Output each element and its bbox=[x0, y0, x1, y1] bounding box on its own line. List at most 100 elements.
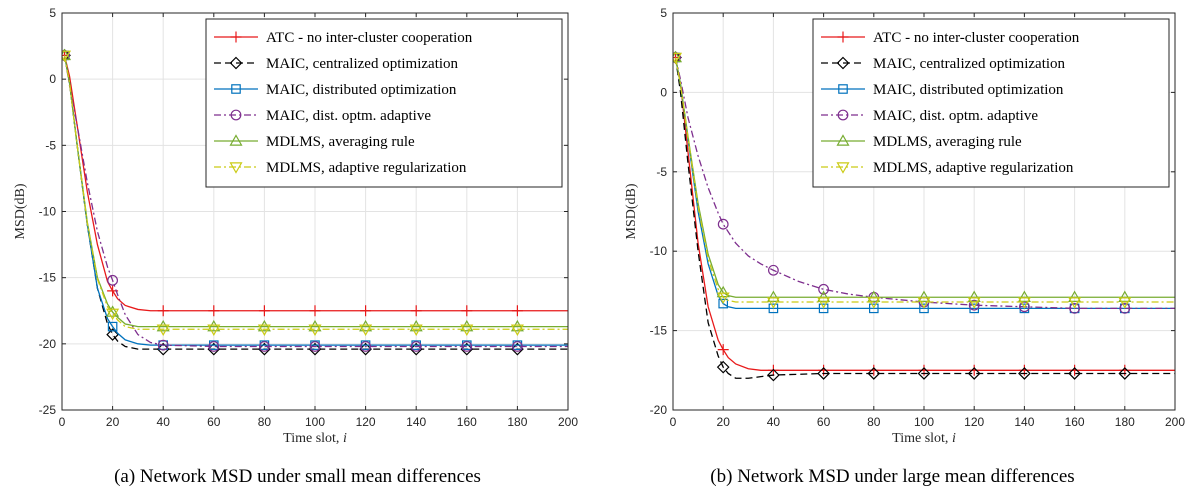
data-marker bbox=[257, 319, 271, 332]
chart-panel-b: 0 20 40 60 80 100 120 140 160 180 200 5 0 -5 -10 -15 -20… bbox=[595, 0, 1190, 504]
y-axis-label: MSD(dB) bbox=[13, 183, 28, 239]
data-marker bbox=[673, 50, 683, 63]
legend-label: MDLMS, adaptive regularization bbox=[873, 160, 1074, 176]
data-marker bbox=[817, 367, 830, 380]
data-marker bbox=[1118, 297, 1132, 309]
data-marker bbox=[817, 297, 831, 309]
x-tick-label: 20 bbox=[106, 415, 120, 429]
data-marker bbox=[917, 367, 931, 380]
series-6 bbox=[673, 52, 1175, 309]
x-tick-label: 40 bbox=[157, 415, 171, 429]
x-tick-label: 100 bbox=[914, 415, 934, 429]
data-marker bbox=[460, 319, 474, 332]
legend-label: ATC - no inter-cluster cooperation bbox=[266, 30, 473, 46]
data-marker bbox=[510, 324, 524, 336]
data-marker bbox=[673, 52, 683, 65]
data-marker bbox=[1068, 297, 1082, 309]
legend-label: MAIC, centralized optimization bbox=[266, 56, 459, 72]
y-tick-label: -15 bbox=[39, 271, 57, 285]
data-marker bbox=[767, 368, 780, 382]
data-marker bbox=[917, 290, 931, 302]
y-tick-label: 5 bbox=[660, 6, 667, 20]
x-tick-label: 140 bbox=[406, 415, 426, 429]
x-tick-label: 140 bbox=[1014, 415, 1034, 429]
data-marker bbox=[460, 324, 474, 336]
legend-marker bbox=[836, 134, 850, 146]
data-marker bbox=[157, 305, 169, 317]
y-tick-label: 5 bbox=[49, 6, 56, 20]
data-marker bbox=[867, 297, 881, 309]
data-marker bbox=[410, 341, 422, 352]
data-marker bbox=[106, 308, 120, 321]
data-marker bbox=[766, 297, 780, 309]
data-marker bbox=[768, 303, 779, 314]
data-marker bbox=[717, 344, 729, 356]
x-tick-label: 160 bbox=[1065, 415, 1085, 429]
data-marker bbox=[107, 274, 118, 286]
x-tick-label: 160 bbox=[457, 415, 477, 429]
x-axis-label: Time slot, i bbox=[283, 431, 347, 446]
legend-marker bbox=[229, 134, 243, 146]
series-6 bbox=[62, 50, 568, 336]
data-marker bbox=[309, 305, 321, 317]
y-tick-label: -5 bbox=[45, 138, 56, 152]
y-tick-label: -10 bbox=[39, 205, 57, 219]
data-marker bbox=[208, 341, 220, 352]
data-marker bbox=[308, 324, 322, 336]
data-marker bbox=[967, 367, 981, 380]
data-marker bbox=[718, 298, 728, 309]
x-tick-label: 0 bbox=[670, 415, 677, 429]
data-marker bbox=[360, 341, 372, 352]
x-tick-label: 120 bbox=[356, 415, 376, 429]
x-tick-label: 180 bbox=[507, 415, 527, 429]
x-tick-label: 120 bbox=[964, 415, 984, 429]
msd-chart-b: 0 20 40 60 80 100 120 140 160 180 200 5 0 -5 -10 -15 -20… bbox=[624, 6, 1185, 446]
data-marker bbox=[716, 360, 730, 374]
legend-marker bbox=[838, 84, 848, 94]
data-marker bbox=[62, 50, 72, 63]
data-marker bbox=[818, 283, 830, 295]
series-line bbox=[674, 57, 1175, 310]
legend-marker bbox=[229, 162, 243, 174]
legend-marker bbox=[836, 56, 850, 70]
data-marker bbox=[818, 303, 829, 314]
legend: ATC - no inter-cluster cooperation MAIC, … bbox=[812, 18, 1170, 188]
data-marker bbox=[917, 297, 931, 309]
data-marker bbox=[106, 305, 120, 317]
data-marker bbox=[259, 341, 270, 352]
data-marker bbox=[512, 341, 523, 352]
series-2 bbox=[673, 51, 1175, 382]
data-marker bbox=[106, 328, 119, 341]
legend-marker bbox=[230, 109, 242, 121]
legend-marker bbox=[837, 109, 849, 121]
legend-label: MAIC, distributed optimization bbox=[266, 82, 457, 98]
y-tick-label: -20 bbox=[650, 403, 668, 417]
data-marker bbox=[1069, 364, 1081, 376]
data-marker bbox=[156, 319, 170, 332]
series-line bbox=[674, 57, 1175, 371]
data-marker bbox=[107, 321, 118, 332]
legend-box bbox=[812, 18, 1170, 188]
data-marker bbox=[867, 367, 881, 380]
x-tick-label: 180 bbox=[1115, 415, 1135, 429]
data-marker bbox=[1019, 301, 1030, 313]
legend-label: MAIC, distributed optimization bbox=[873, 82, 1064, 98]
data-marker bbox=[867, 290, 881, 302]
data-marker bbox=[258, 305, 270, 317]
data-marker bbox=[62, 48, 72, 61]
data-marker bbox=[157, 339, 169, 351]
data-marker bbox=[767, 264, 779, 276]
legend-label: MAIC, centralized optimization bbox=[873, 56, 1066, 72]
x-tick-label: 200 bbox=[1165, 415, 1185, 429]
y-tick-label: -15 bbox=[650, 324, 668, 338]
series-line bbox=[63, 55, 568, 328]
series-line bbox=[63, 55, 568, 312]
caption-a: (a) Network MSD under small mean differe… bbox=[114, 466, 481, 487]
legend-marker bbox=[836, 162, 850, 174]
data-marker bbox=[717, 218, 729, 230]
data-marker bbox=[1017, 297, 1031, 309]
x-tick-label: 40 bbox=[767, 415, 781, 429]
y-tick-label: -5 bbox=[656, 165, 667, 179]
msd-chart-a: 0 20 40 60 80 100 120 140 160 180 200 5 0 -5 -10 -15 -20… bbox=[13, 6, 578, 446]
legend-marker bbox=[229, 56, 243, 70]
